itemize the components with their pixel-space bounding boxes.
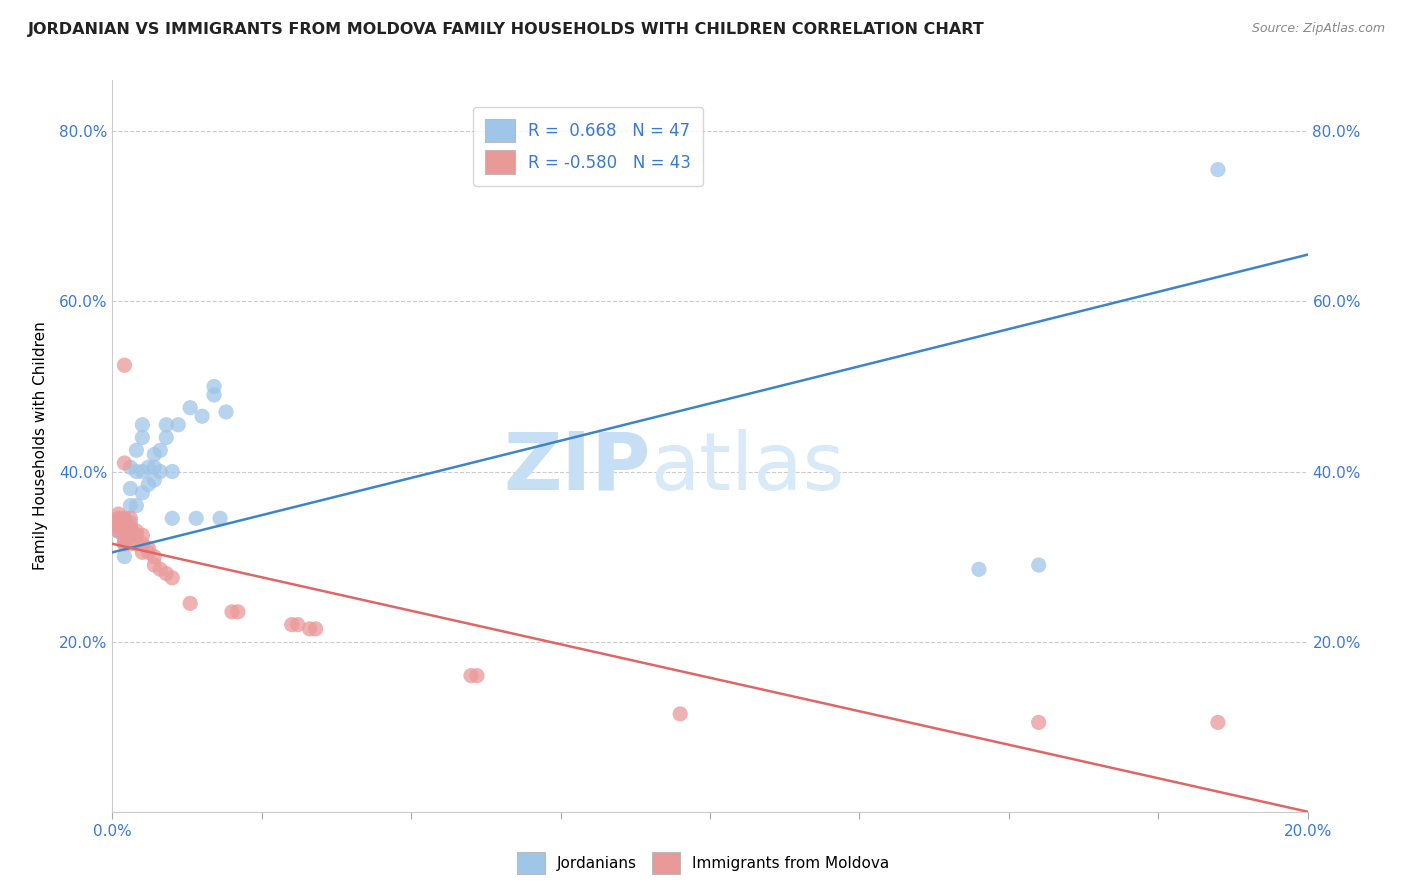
Point (215, 405, 238, 419)
Point (107, 516, 129, 530)
Point (460, 668, 482, 682)
Point (155, 430, 177, 444)
Point (202, 388, 225, 402)
Point (107, 511, 129, 525)
Legend: Jordanians, Immigrants from Moldova: Jordanians, Immigrants from Moldova (510, 846, 896, 880)
Point (107, 524, 129, 538)
Point (191, 409, 214, 424)
Point (114, 511, 135, 525)
Text: Source: ZipAtlas.com: Source: ZipAtlas.com (1251, 22, 1385, 36)
Point (114, 516, 135, 530)
Point (120, 528, 142, 542)
Point (114, 549, 135, 564)
Point (131, 537, 153, 551)
Point (143, 558, 166, 572)
Point (131, 465, 153, 479)
Point (226, 605, 249, 619)
Point (155, 417, 177, 432)
Point (179, 401, 201, 415)
Point (114, 533, 135, 547)
Point (107, 516, 129, 530)
Point (125, 537, 148, 551)
Point (1028, 715, 1050, 730)
Point (149, 465, 172, 479)
Point (114, 524, 135, 538)
Point (167, 417, 190, 432)
Point (186, 511, 208, 525)
Point (107, 507, 129, 521)
Point (120, 537, 142, 551)
Point (114, 520, 135, 534)
Point (967, 562, 990, 576)
Point (138, 477, 160, 491)
Point (131, 545, 153, 559)
Point (107, 511, 129, 525)
Point (125, 499, 148, 513)
Point (114, 456, 135, 470)
Point (149, 443, 172, 458)
Point (179, 596, 201, 610)
Point (305, 622, 328, 636)
Point (143, 473, 166, 487)
Point (125, 465, 148, 479)
Legend: R =  0.668   N = 47, R = -0.580   N = 43: R = 0.668 N = 47, R = -0.580 N = 43 (474, 107, 703, 186)
Point (287, 617, 309, 632)
Point (298, 622, 321, 636)
Point (120, 499, 142, 513)
Point (221, 605, 243, 619)
Point (143, 549, 166, 564)
Point (114, 511, 135, 525)
Point (131, 528, 153, 542)
Point (209, 511, 232, 525)
Point (162, 465, 183, 479)
Point (138, 541, 160, 555)
Point (107, 524, 129, 538)
Point (1206, 715, 1229, 730)
Point (120, 460, 142, 475)
Point (669, 706, 692, 721)
Point (143, 460, 166, 475)
Point (131, 430, 153, 444)
Point (120, 520, 142, 534)
Text: atlas: atlas (651, 429, 845, 507)
Point (162, 571, 183, 585)
Point (465, 668, 488, 682)
Point (120, 524, 142, 538)
Point (131, 417, 153, 432)
Point (120, 511, 142, 525)
Point (131, 485, 153, 500)
Point (138, 460, 160, 475)
Point (107, 520, 129, 534)
Point (162, 511, 183, 525)
Point (120, 524, 142, 538)
Point (120, 520, 142, 534)
Point (143, 448, 166, 462)
Text: JORDANIAN VS IMMIGRANTS FROM MOLDOVA FAMILY HOUSEHOLDS WITH CHILDREN CORRELATION: JORDANIAN VS IMMIGRANTS FROM MOLDOVA FAM… (28, 22, 984, 37)
Point (155, 566, 177, 581)
Point (138, 545, 160, 559)
Point (149, 562, 172, 576)
Point (125, 528, 148, 542)
Point (114, 520, 135, 534)
Point (1206, 162, 1229, 177)
Point (125, 524, 148, 538)
Point (114, 528, 135, 542)
Point (281, 617, 304, 632)
Point (114, 358, 135, 372)
Point (202, 379, 225, 393)
Point (114, 537, 135, 551)
Text: ZIP: ZIP (503, 429, 651, 507)
Point (1028, 558, 1050, 572)
Point (114, 537, 135, 551)
Point (120, 516, 142, 530)
Point (107, 524, 129, 538)
Point (114, 528, 135, 542)
Point (114, 524, 135, 538)
Y-axis label: Family Households with Children: Family Households with Children (32, 322, 48, 570)
Point (125, 443, 148, 458)
Point (120, 482, 142, 496)
Point (107, 520, 129, 534)
